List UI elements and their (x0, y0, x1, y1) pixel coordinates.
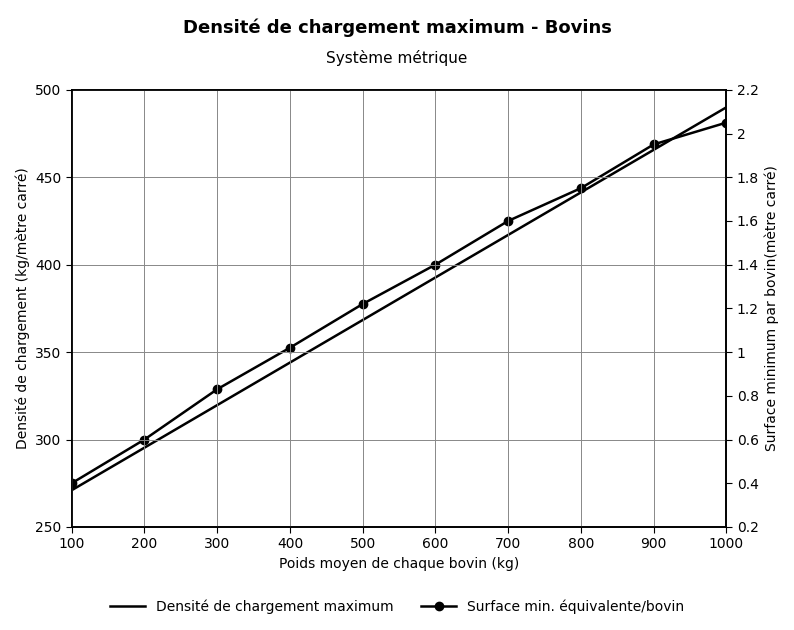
Text: Système métrique: Système métrique (326, 50, 468, 66)
Surface min. équivalente/bovin (430, 261, 440, 268)
Legend: Densité de chargement maximum, Surface min. équivalente/bovin: Densité de chargement maximum, Surface m… (104, 594, 690, 620)
X-axis label: Poids moyen de chaque bovin (kg): Poids moyen de chaque bovin (kg) (279, 557, 519, 571)
Surface min. équivalente/bovin (213, 386, 222, 393)
Y-axis label: Densité de chargement (kg/mètre carré): Densité de chargement (kg/mètre carré) (15, 168, 29, 449)
Surface min. équivalente/bovin (67, 479, 76, 487)
Surface min. équivalente/bovin (140, 436, 149, 444)
Surface min. équivalente/bovin (503, 217, 513, 225)
Surface min. équivalente/bovin (576, 185, 586, 192)
Surface min. équivalente/bovin (285, 344, 295, 352)
Line: Surface min. équivalente/bovin: Surface min. équivalente/bovin (67, 118, 730, 488)
Y-axis label: Surface minimum par bovin(mètre carré): Surface minimum par bovin(mètre carré) (765, 166, 779, 451)
Surface min. équivalente/bovin (722, 119, 731, 127)
Text: Densité de chargement maximum - Bovins: Densité de chargement maximum - Bovins (183, 19, 611, 37)
Surface min. équivalente/bovin (358, 301, 368, 308)
Surface min. équivalente/bovin (649, 140, 658, 148)
